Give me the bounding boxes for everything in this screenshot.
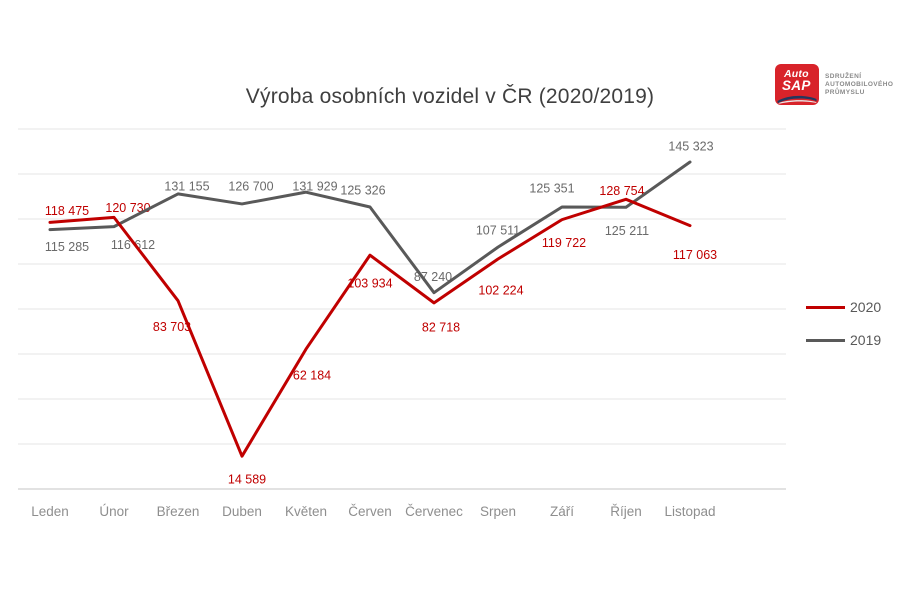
data-label-2019: 107 511 [476, 224, 520, 238]
data-label-2020: 83 703 [153, 320, 191, 334]
legend-item-2020: 2020 [806, 299, 881, 315]
x-axis-label: Březen [157, 504, 200, 519]
data-label-2019: 131 155 [164, 179, 209, 193]
x-axis-label: Únor [99, 504, 129, 519]
logo-org-line: Automobilového [825, 80, 894, 88]
x-axis-label: Září [550, 504, 574, 519]
data-label-2020: 118 475 [45, 204, 89, 218]
autosap-logo-text: Sdružení Automobilového Průmyslu [825, 73, 893, 97]
data-label-2020: 102 224 [478, 283, 523, 297]
chart-legend: 2020 2019 [806, 299, 881, 365]
logo-org-line: Sdružení [825, 72, 862, 80]
autosap-logo-mark: Auto SAP [776, 65, 818, 104]
logo-org-line: Průmyslu [825, 88, 865, 96]
data-label-2019: 126 700 [228, 179, 273, 193]
data-label-2019: 125 211 [605, 224, 649, 238]
legend-label-2020: 2020 [850, 299, 882, 315]
legend-swatch-2020 [806, 305, 845, 309]
data-label-2020: 128 754 [599, 184, 644, 198]
data-label-2020: 103 934 [347, 277, 392, 291]
x-axis-label: Červen [348, 504, 392, 519]
legend-item-2019: 2019 [806, 332, 881, 348]
series-line-2020 [48, 197, 692, 458]
data-label-2020: 82 718 [422, 320, 460, 334]
data-label-2019: 125 351 [529, 181, 574, 195]
data-label-2019: 115 285 [45, 240, 89, 254]
series-line-2019 [48, 160, 692, 295]
data-label-2020: 117 063 [673, 248, 717, 262]
x-axis-label: Červenec [405, 504, 463, 519]
data-label-2019: 125 326 [340, 184, 385, 198]
x-axis-label: Listopad [664, 504, 715, 519]
logo-swoosh-icon [777, 95, 817, 104]
data-label-2019: 145 323 [668, 140, 713, 154]
x-axis-label: Říjen [610, 504, 642, 519]
autosap-logo: Auto SAP Sdružení Automobilového Průmysl… [776, 65, 893, 104]
legend-swatch-2019 [806, 338, 845, 342]
data-label-2020: 62 184 [293, 369, 331, 383]
data-label-2020: 14 589 [228, 473, 266, 487]
logo-brand-sap: SAP [782, 78, 811, 93]
data-label-2020: 120 730 [105, 201, 150, 215]
x-axis-label: Duben [222, 504, 262, 519]
x-axis-label: Leden [31, 504, 69, 519]
data-label-2019: 116 612 [111, 238, 155, 252]
legend-label-2019: 2019 [850, 332, 882, 348]
logo-brand-auto: Auto [784, 68, 809, 80]
x-axis-label: Květen [285, 504, 327, 519]
chart-title: Výroba osobních vozidel v ČR (2020/2019) [245, 85, 655, 108]
x-axis-label: Srpen [480, 504, 516, 519]
data-label-2019: 131 929 [292, 180, 337, 194]
data-label-2020: 119 722 [542, 236, 586, 250]
